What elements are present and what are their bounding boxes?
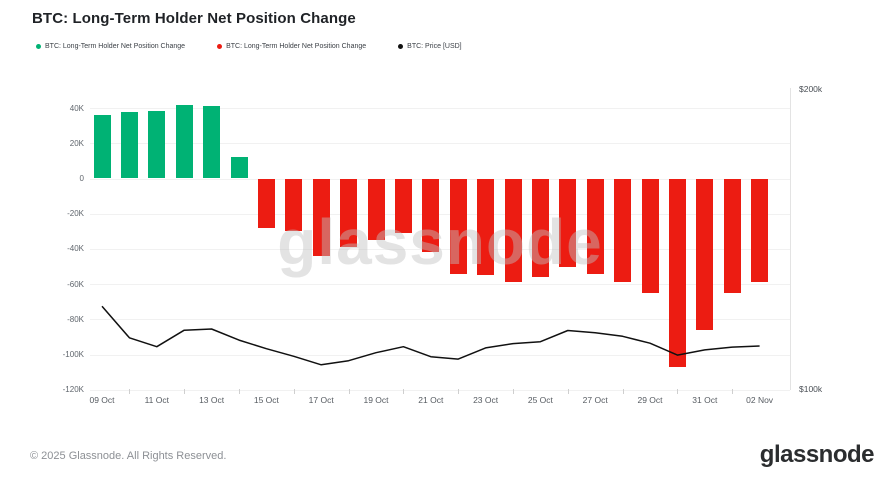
bar-31-oct[interactable] [696, 178, 714, 330]
gridline [90, 319, 790, 321]
x-axis-label: 11 Oct [144, 395, 169, 405]
bar-20-oct[interactable] [394, 178, 412, 234]
x-axis-label: 21 Oct [418, 395, 444, 405]
gridline [90, 248, 790, 250]
gridline [90, 354, 790, 356]
x-axis-label: 27 Oct [582, 395, 608, 405]
bar-23-oct[interactable] [477, 178, 495, 276]
plot-area[interactable]: 40K 20K 0 -20K -40K -60K -80K -100K -120K $200k … [63, 84, 823, 405]
x-axis-tick [293, 389, 295, 394]
bar-26-oct[interactable] [559, 178, 577, 267]
x-axis-label: 15 Oct [253, 395, 279, 405]
legend-item-lth-positive[interactable]: BTC: Long-Term Holder Net Position Chang… [36, 43, 185, 50]
bar-30-oct[interactable] [668, 178, 686, 367]
y-axis-label: -20K [67, 209, 84, 219]
y-axis-label: -120K [62, 385, 84, 395]
bar-02-nov[interactable] [751, 178, 769, 283]
legend-item-lth-negative[interactable]: BTC: Long-Term Holder Net Position Chang… [217, 43, 366, 50]
y-axis-label: -60K [67, 279, 84, 289]
bar-17-oct[interactable] [312, 178, 330, 256]
page-title: BTC: Long-Term Holder Net Position Chang… [32, 10, 356, 27]
x-axis-tick [622, 389, 624, 394]
x-axis-tick [239, 389, 240, 394]
right-axis-label-top: $200k [799, 84, 823, 94]
bar-25-oct[interactable] [531, 178, 549, 278]
x-axis-tick [567, 389, 569, 394]
bar-21-oct[interactable] [422, 178, 440, 253]
legend-dot-red-icon [217, 44, 223, 49]
bar-16-oct[interactable] [285, 178, 303, 232]
bar-14-oct[interactable] [230, 157, 248, 179]
x-axis-tick [348, 389, 350, 394]
gridline [90, 108, 790, 110]
legend-dot-green-icon [36, 44, 41, 49]
gridline [90, 213, 790, 215]
x-axis-label: 17 Oct [308, 395, 334, 405]
legend-label: BTC: Price [USD] [407, 43, 462, 50]
bar-10-oct[interactable] [120, 111, 138, 179]
bar-29-oct[interactable] [641, 178, 659, 293]
bar-24-oct[interactable] [504, 178, 522, 283]
bar-28-oct[interactable] [614, 178, 632, 283]
y-axis-label: -80K [67, 314, 84, 324]
x-axis-label: 25 Oct [527, 395, 553, 405]
bar-18-oct[interactable] [340, 178, 358, 248]
glassnode-logo: glassnode [759, 441, 875, 468]
x-axis-label: 29 Oct [637, 395, 663, 405]
legend-dot-black-icon [398, 44, 404, 49]
price-line [101, 305, 760, 366]
x-axis-tick [184, 389, 186, 394]
legend-label: BTC: Long-Term Holder Net Position Chang… [45, 43, 186, 50]
legend-item-price[interactable]: BTC: Price [USD] [398, 43, 462, 50]
x-axis-label: 31 Oct [692, 395, 718, 405]
y-axis-label: -100K [62, 350, 84, 359]
price-line-chart [101, 305, 760, 366]
x-axis-label: 02 Nov [746, 395, 774, 405]
legend-label: BTC: Long-Term Holder Net Position Chang… [226, 43, 367, 50]
x-axis-tick [403, 389, 405, 394]
bar-01-nov[interactable] [723, 178, 741, 293]
bar-19-oct[interactable] [367, 178, 385, 241]
right-axis-label-bottom: $100k [799, 384, 823, 394]
y-axis-label: 20K [69, 138, 84, 148]
y-axis-label: -40K [67, 244, 84, 254]
x-axis-tick [458, 389, 460, 394]
y-axis-label: 0 [79, 174, 84, 183]
bar-15-oct[interactable] [257, 178, 275, 228]
x-axis-tick [513, 389, 514, 394]
bar-22-oct[interactable] [449, 178, 467, 274]
bar-12-oct[interactable] [175, 105, 193, 179]
y-axis-label: 40K [69, 103, 84, 113]
gridline [90, 178, 790, 180]
bar-13-oct[interactable] [203, 106, 221, 179]
right-axis-line [790, 88, 791, 390]
x-axis-label: 23 Oct [473, 395, 499, 405]
gridline [90, 284, 790, 286]
x-axis-label: 13 Oct [199, 395, 225, 405]
bar-27-oct[interactable] [586, 178, 604, 274]
x-axis-tick [129, 389, 131, 394]
x-axis-tick [677, 389, 679, 394]
gridline [90, 143, 790, 145]
copyright-text: © 2025 Glassnode. All Rights Reserved. [30, 450, 227, 462]
x-axis-label: 19 Oct [363, 395, 389, 405]
x-axis-label: 09 Oct [89, 395, 115, 405]
bar-09-oct[interactable] [93, 115, 111, 179]
x-axis-tick [732, 389, 734, 394]
bar-11-oct[interactable] [148, 110, 166, 179]
chart-legend: BTC: Long-Term Holder Net Position Chang… [36, 43, 462, 50]
gridline [90, 389, 790, 391]
